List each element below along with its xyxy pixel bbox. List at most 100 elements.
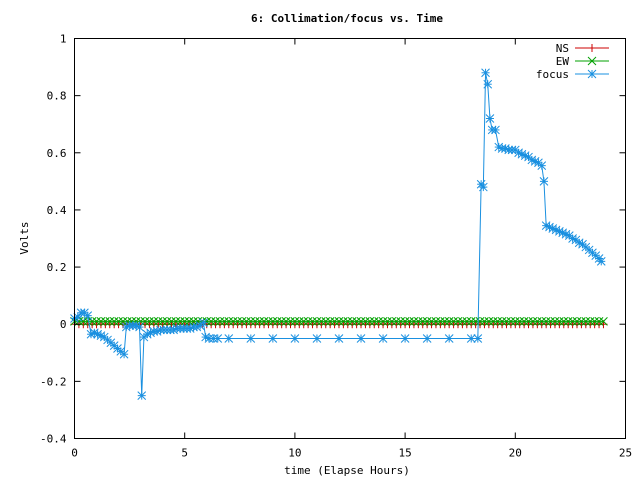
series-ew-point (220, 317, 229, 326)
series-ew-point (572, 317, 582, 326)
series-ew-point (149, 317, 159, 326)
series-focus-point (422, 334, 432, 343)
legend-marker-focus (587, 69, 597, 79)
series-ew-point (502, 317, 511, 326)
series-focus-point (596, 257, 606, 266)
series-ew-point (290, 317, 300, 326)
series-ew-point (352, 317, 361, 326)
series-ew-point (246, 317, 256, 326)
series-focus-point (494, 142, 504, 152)
series-ew-point (528, 317, 538, 326)
series-ew-point (92, 317, 101, 326)
series-focus-point (224, 334, 234, 343)
axis-ticks: 0 5 10 15 20 25 -0.4 -0.2 0 0.2 0.4 0.6 0.8 1 (40, 33, 632, 460)
y-tick-label: 0.8 (47, 90, 67, 103)
legend-marker-focus-glyph (587, 69, 597, 79)
series-focus-point (96, 331, 106, 340)
series-ew-point (325, 317, 335, 326)
series-ew-point (378, 317, 388, 326)
series-focus-point (334, 334, 344, 343)
series-ew-point (308, 317, 317, 326)
series-focus-point (530, 157, 540, 166)
series-ew-point (228, 317, 238, 326)
series-ew-point (510, 317, 520, 326)
series-ew-point (242, 317, 251, 326)
series-ew-point (436, 317, 445, 326)
series-ew-point (409, 317, 419, 326)
series-ew-point (374, 317, 384, 326)
series-ew-point (537, 317, 547, 326)
chart-title: 6: Collimation/focus vs. Time (251, 12, 443, 25)
series-ew-point (215, 317, 225, 326)
series-ew-point (180, 317, 190, 326)
series-focus-point (551, 225, 561, 235)
series-ew-point (519, 317, 529, 326)
series-ew-point (303, 317, 313, 326)
series-ew-point (391, 317, 401, 326)
series-ew-point (118, 317, 128, 326)
series-ew-point (334, 317, 344, 326)
y-tick-label: 0.2 (47, 261, 67, 274)
series-focus-point (485, 114, 495, 123)
x-axis-label: time (Elapse Hours) (284, 464, 410, 477)
legend: NS EW focus (536, 42, 609, 81)
series-ew-point (272, 317, 282, 326)
series-focus-point (169, 325, 179, 335)
series-focus-point (473, 334, 483, 343)
series-ew-point (347, 317, 357, 326)
series-layer (70, 68, 608, 400)
series-ew-point (396, 317, 406, 326)
series-ew-point (581, 317, 591, 326)
series-ew-point (96, 317, 106, 326)
series-focus-point (137, 391, 147, 400)
series-ew-point (418, 317, 428, 326)
series-focus-point (83, 311, 93, 320)
series-ew-point (462, 317, 472, 326)
legend-marker-ns (588, 44, 596, 52)
series-focus-point (378, 334, 388, 343)
series-ew-point (405, 317, 414, 326)
series-ew-point (281, 317, 291, 326)
series-ew-point (101, 317, 110, 326)
y-tick-label: 0.6 (47, 147, 67, 160)
series-ew-point (559, 317, 569, 326)
series-focus-point (478, 182, 488, 192)
series-ew-point (524, 317, 533, 326)
series-ew-point (488, 317, 498, 326)
series-ew-point (365, 317, 375, 326)
series-focus-point (204, 334, 214, 343)
plot-frame (74, 38, 626, 439)
series-focus-point (121, 322, 131, 332)
series-ew-point (145, 317, 154, 326)
series-ew-point (206, 317, 216, 326)
series-focus-point (356, 334, 366, 343)
series-ew-point (356, 317, 366, 326)
series-ew-point (387, 317, 397, 326)
series-ew-point (440, 317, 450, 326)
series-ew-point (224, 317, 234, 326)
series-focus-point (135, 322, 144, 332)
series-ew-point (453, 317, 463, 326)
series-focus-point (537, 161, 547, 170)
series-ew-point (237, 317, 247, 326)
series-ew-point (286, 317, 295, 326)
series-ew-point (400, 317, 410, 326)
series-ew-point (541, 317, 551, 326)
legend-label-focus: focus (536, 68, 569, 81)
series-ew-point (532, 317, 542, 326)
series-ew-point (105, 317, 115, 326)
series-ew-point (131, 317, 141, 326)
series-ew-point (343, 317, 353, 326)
x-tick-label: 15 (398, 447, 411, 460)
series-ew-point (184, 317, 194, 326)
series-ew-point (109, 317, 119, 326)
series-focus-point (501, 144, 510, 153)
series-ew-point (493, 317, 503, 326)
series-ew-point (497, 317, 507, 326)
series-ew-point (466, 317, 476, 326)
series-ew-point (599, 317, 608, 326)
series-ew-point (158, 317, 168, 326)
series-ew-point (458, 317, 467, 326)
series-ew-point (321, 317, 331, 326)
